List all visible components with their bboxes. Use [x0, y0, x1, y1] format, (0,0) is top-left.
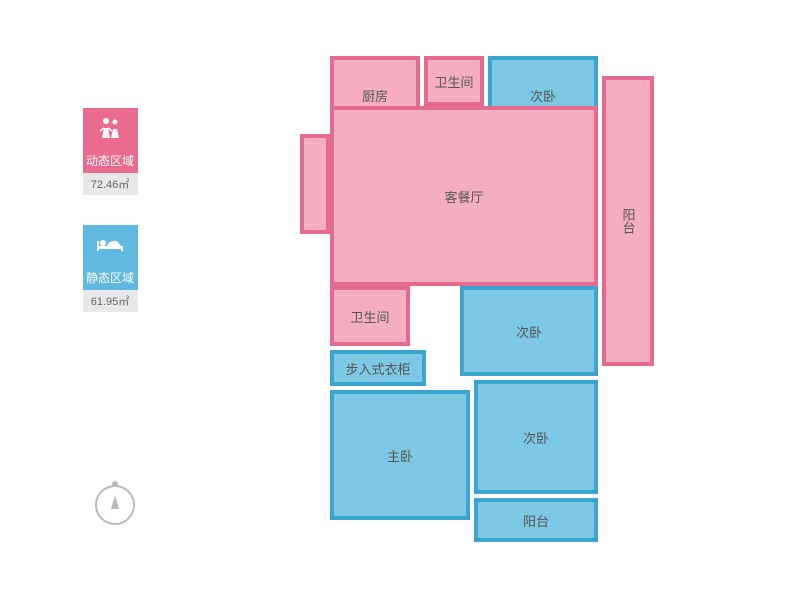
floor-plan: 厨房卫生间次卧阳台客餐厅卫生间次卧步入式衣柜主卧次卧阳台 [300, 56, 720, 556]
room-label: 阳台 [619, 208, 638, 234]
room-label: 卫生间 [350, 307, 389, 326]
room-label: 步入式衣柜 [345, 359, 410, 378]
room-bath1: 卫生间 [424, 56, 484, 106]
room-balcony2: 阳台 [474, 498, 598, 542]
room-bed2c: 次卧 [474, 380, 598, 494]
room-label: 次卧 [516, 322, 542, 341]
bed-icon [83, 225, 138, 265]
room-label: 次卧 [523, 428, 549, 447]
compass-icon [95, 485, 135, 525]
legend-dynamic-value: 72.46㎡ [83, 173, 138, 195]
room-balcony1: 阳台 [602, 76, 654, 366]
room-master: 主卧 [330, 390, 470, 520]
room-label: 主卧 [387, 446, 413, 465]
legend-static-label: 静态区域 [83, 265, 138, 290]
people-icon [83, 108, 138, 148]
legend-panel: 动态区域 72.46㎡ 静态区域 61.95㎡ [75, 108, 145, 342]
room-living: 客餐厅 [330, 106, 598, 286]
room-label: 次卧 [530, 86, 556, 105]
room-closet: 步入式衣柜 [330, 350, 426, 386]
legend-static-value: 61.95㎡ [83, 290, 138, 312]
room-entry [300, 134, 330, 234]
room-label: 卫生间 [434, 72, 473, 91]
room-label: 厨房 [362, 86, 388, 105]
legend-dynamic-label: 动态区域 [83, 148, 138, 173]
room-bed2b: 次卧 [460, 286, 598, 376]
legend-dynamic: 动态区域 72.46㎡ [75, 108, 145, 195]
legend-static: 静态区域 61.95㎡ [75, 225, 145, 312]
room-label: 客餐厅 [444, 187, 483, 206]
room-label: 阳台 [523, 511, 549, 530]
room-bath2: 卫生间 [330, 286, 410, 346]
